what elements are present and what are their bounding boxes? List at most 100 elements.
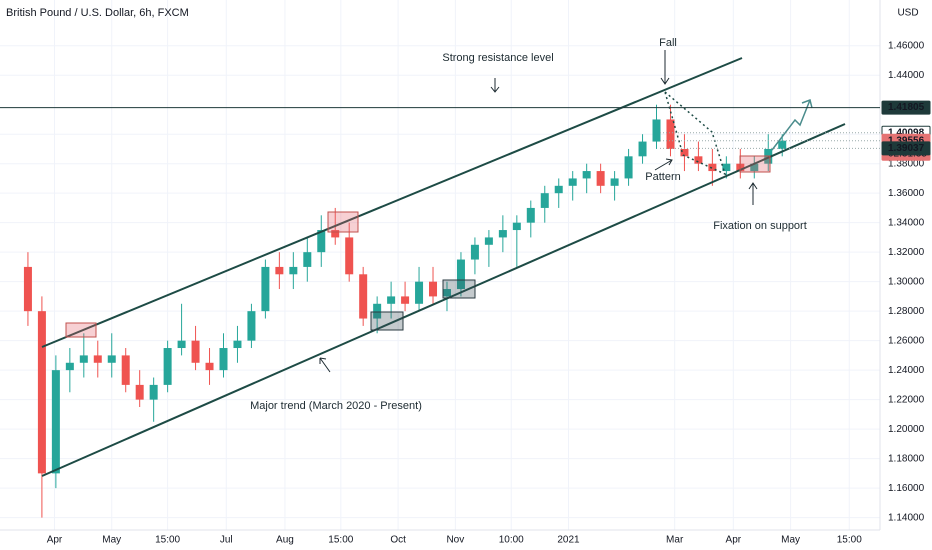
- candle-body: [484, 237, 493, 245]
- candle-body: [289, 266, 298, 275]
- forecast-arrow: [771, 99, 813, 151]
- candle-body: [65, 362, 74, 371]
- annotation: Strong resistance level: [442, 52, 553, 64]
- candle-body: [149, 384, 158, 400]
- highlight: [739, 155, 771, 173]
- x-tick-label: 15:00: [155, 535, 180, 546]
- arrows: [319, 50, 758, 373]
- y-tick-label: 1.36000: [888, 188, 925, 199]
- candle-body: [93, 355, 102, 363]
- y-tick-label: 1.26000: [888, 335, 925, 346]
- candle-body: [694, 156, 703, 164]
- currency: USD: [897, 8, 918, 19]
- candle-body: [680, 148, 689, 157]
- candle-body: [512, 222, 521, 231]
- y-tick-label: 1.22000: [888, 394, 925, 405]
- candle-body: [247, 311, 256, 341]
- candle-body: [652, 119, 661, 142]
- candle-body: [750, 163, 759, 172]
- candle-body: [442, 289, 451, 297]
- candle-body: [359, 274, 368, 319]
- candle-body: [470, 244, 479, 260]
- candle-body: [624, 156, 633, 179]
- x-tick-label: Apr: [47, 535, 63, 546]
- candle-body: [387, 296, 396, 304]
- price-label-box: [881, 141, 931, 156]
- candle-body: [722, 163, 731, 172]
- candle-body: [596, 171, 605, 186]
- drawings: [41, 50, 846, 477]
- candle-body: [107, 355, 116, 363]
- candle-body: [401, 296, 410, 304]
- candle-body: [456, 259, 465, 290]
- highlight: [327, 211, 359, 233]
- candle-body: [610, 178, 619, 186]
- candle-body: [582, 171, 591, 179]
- candle-body: [219, 348, 228, 371]
- candle-body: [37, 311, 46, 474]
- candle-body: [373, 303, 382, 319]
- candle-body: [23, 266, 32, 312]
- candle-body: [638, 141, 647, 157]
- candle-body: [526, 207, 535, 223]
- candle-body: [554, 185, 563, 194]
- chart-title: British Pound / U.S. Dollar, 6h, FXCM: [6, 7, 189, 19]
- channel-top: [41, 57, 743, 348]
- y-tick-label: 1.30000: [888, 276, 925, 287]
- candle-body: [79, 355, 88, 363]
- x-tick-label: Aug: [276, 535, 294, 546]
- y-tick-label: 1.32000: [888, 247, 925, 258]
- x-tick-label: Oct: [390, 535, 406, 546]
- price-label: 1.39037: [888, 143, 925, 154]
- x-tick-label: 2021: [557, 535, 580, 546]
- y-tick-label: 1.38000: [888, 158, 925, 169]
- x-tick-label: Nov: [446, 535, 464, 546]
- candle-body: [177, 340, 186, 349]
- annotation: Major trend (March 2020 - Present): [250, 400, 422, 412]
- candle-body: [568, 178, 577, 186]
- highlight: [442, 279, 476, 299]
- candle-body: [205, 362, 214, 371]
- x-tick-label: Mar: [666, 535, 684, 546]
- highlight: [65, 322, 97, 338]
- y-tick-label: 1.18000: [888, 453, 925, 464]
- candle-body: [345, 237, 354, 275]
- candle-body: [191, 340, 200, 363]
- annotation: Fixation on support: [713, 220, 807, 232]
- candle-body: [317, 230, 326, 253]
- annotation: Pattern: [645, 171, 680, 183]
- channel-bottom: [41, 123, 846, 477]
- candle-body: [261, 266, 270, 312]
- candle-body: [51, 370, 60, 474]
- highlight: [370, 311, 404, 331]
- candle-body: [429, 281, 438, 297]
- y-tick-label: 1.14000: [888, 512, 925, 523]
- candle-body: [666, 119, 675, 149]
- price-label: 1.39556: [888, 135, 925, 146]
- y-tick-label: 1.28000: [888, 306, 925, 317]
- candle-body: [498, 230, 507, 238]
- y-tick-label: 1.16000: [888, 483, 925, 494]
- y-axis-area: [880, 0, 932, 550]
- price-label: 1.41805: [888, 102, 925, 113]
- candle-body: [540, 193, 549, 208]
- y-tick-label: 1.34000: [888, 217, 925, 228]
- candle-body: [778, 140, 787, 149]
- candle-body: [331, 230, 340, 238]
- candle-body: [233, 340, 242, 349]
- candle-body: [303, 252, 312, 267]
- x-tick-label: 10:00: [499, 535, 524, 546]
- y-tick-label: 1.24000: [888, 365, 925, 376]
- annotation: Fall: [659, 37, 677, 49]
- candle-body: [415, 281, 424, 304]
- price-label: 1.40098: [888, 127, 925, 138]
- candle-body: [135, 384, 144, 400]
- candle-body: [163, 348, 172, 385]
- x-tick-label: Apr: [726, 535, 742, 546]
- y-tick-label: 1.20000: [888, 424, 925, 435]
- pattern: [663, 89, 727, 176]
- y-tick-label: 1.46000: [888, 40, 925, 51]
- candle-body: [121, 355, 130, 385]
- x-tick-label: 15:00: [328, 535, 353, 546]
